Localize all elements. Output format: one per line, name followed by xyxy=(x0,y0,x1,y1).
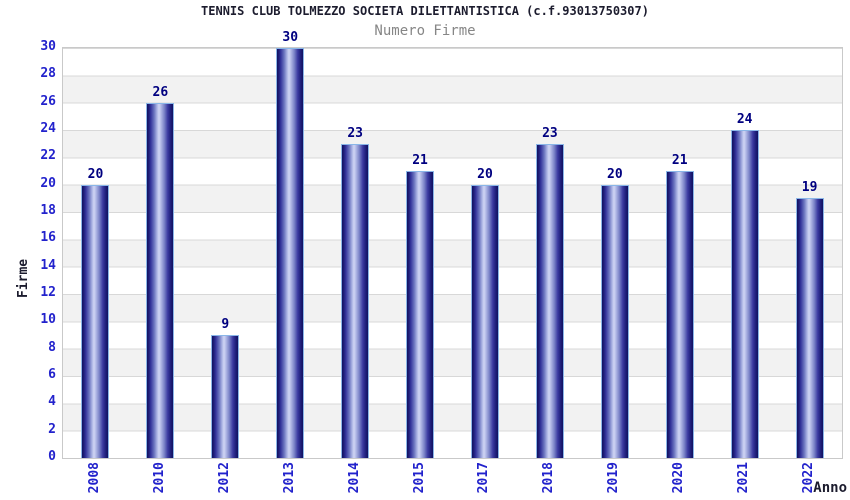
bar-value-label: 26 xyxy=(152,84,169,100)
y-tick-label: 24 xyxy=(40,121,56,136)
y-tick-label: 22 xyxy=(40,148,56,164)
bar xyxy=(535,143,564,458)
bar xyxy=(795,198,824,458)
bar xyxy=(600,184,629,458)
bar-slot: 20 xyxy=(582,48,647,458)
x-tick-slot: 2021 xyxy=(711,462,776,500)
x-tick-label: 2015 xyxy=(411,462,427,494)
x-tick-label: 2012 xyxy=(216,462,232,494)
bar-slot: 20 xyxy=(453,48,518,458)
x-tick-slot: 2010 xyxy=(127,462,192,500)
y-tick-label: 6 xyxy=(48,367,56,382)
bar-value-label: 21 xyxy=(671,153,688,168)
bar-slot: 23 xyxy=(517,48,582,458)
bar xyxy=(341,143,370,458)
x-tick-slot: 2013 xyxy=(257,462,322,500)
bar-slot: 21 xyxy=(388,48,453,458)
bar-slot: 19 xyxy=(777,48,842,458)
bar-slot: 21 xyxy=(647,48,712,458)
bar-slot: 23 xyxy=(323,48,388,458)
bar xyxy=(406,171,435,458)
bar-value-label: 23 xyxy=(347,125,363,141)
x-tick-label: 2013 xyxy=(281,462,297,494)
x-tick-label: 2019 xyxy=(606,462,622,494)
y-tick-label: 14 xyxy=(40,257,56,273)
chart-subtitle: Numero Firme xyxy=(374,23,476,39)
y-tick-label: 16 xyxy=(40,230,56,246)
x-tick-slot: 2020 xyxy=(646,462,711,500)
bar xyxy=(146,102,175,458)
x-axis-title: Anno xyxy=(813,480,847,496)
x-tick-label: 2018 xyxy=(541,462,557,494)
x-tick-label: 2020 xyxy=(671,462,687,494)
chart-title: TENNIS CLUB TOLMEZZO SOCIETA DILETTANTIS… xyxy=(201,4,649,18)
bar xyxy=(81,184,110,458)
bar-value-label: 30 xyxy=(282,30,299,45)
bars-row: 20 26 9 30 23 21 20 23 20 21 24 19 xyxy=(63,31,842,458)
bar-value-label: 21 xyxy=(412,153,428,168)
x-tick-label: 2008 xyxy=(86,462,102,494)
y-tick-label: 12 xyxy=(40,285,56,300)
bar-slot: 30 xyxy=(258,31,323,458)
y-tick-label: 10 xyxy=(40,312,56,328)
x-tick-label: 2021 xyxy=(736,462,752,494)
plot-area: 20 26 9 30 23 21 20 23 20 21 24 19 xyxy=(62,31,843,459)
y-tick-label: 8 xyxy=(48,339,56,355)
bar xyxy=(276,48,305,458)
y-tick-label: 30 xyxy=(40,39,56,54)
x-tick-slot: 2008 xyxy=(62,462,127,500)
bar-value-label: 20 xyxy=(477,166,493,182)
y-axis-ticks: 0 2 4 6 8 10 12 14 16 18 20 22 24 26 28 30 xyxy=(0,39,56,464)
x-tick-label: 2014 xyxy=(346,462,362,494)
bar xyxy=(470,184,499,458)
y-tick-label: 4 xyxy=(48,394,56,410)
bar-slot: 20 xyxy=(63,48,128,458)
bar xyxy=(730,130,759,458)
x-tick-label: 2017 xyxy=(476,462,492,494)
x-tick-slot: 2014 xyxy=(322,462,387,500)
bar-value-label: 20 xyxy=(87,166,104,182)
y-tick-label: 28 xyxy=(40,66,56,82)
bar xyxy=(211,335,240,458)
bar-value-label: 24 xyxy=(736,112,753,127)
y-tick-label: 0 xyxy=(48,449,56,464)
bar-value-label: 19 xyxy=(801,180,818,196)
x-axis-labels: 2008 2010 2012 2013 2014 2015 2017 2018 2019 2020… xyxy=(62,462,841,500)
x-tick-slot: 2018 xyxy=(516,462,581,500)
x-tick-slot: 2015 xyxy=(387,462,452,500)
bar-value-label: 9 xyxy=(221,317,230,332)
x-tick-slot: 2012 xyxy=(192,462,257,500)
y-tick-label: 2 xyxy=(48,421,56,437)
bar-value-label: 23 xyxy=(542,125,558,141)
bar-slot: 9 xyxy=(193,48,258,458)
y-tick-label: 18 xyxy=(40,203,56,218)
bar-slot: 26 xyxy=(128,48,193,458)
bar xyxy=(665,171,694,458)
x-tick-label: 2010 xyxy=(151,462,167,494)
x-tick-slot: 2019 xyxy=(581,462,646,500)
bar-slot: 24 xyxy=(712,48,777,458)
x-tick-slot: 2017 xyxy=(452,462,517,500)
bar-value-label: 20 xyxy=(607,166,623,182)
y-tick-label: 20 xyxy=(40,175,56,191)
y-tick-label: 26 xyxy=(40,93,56,109)
y-axis-title: Firme xyxy=(16,258,31,298)
